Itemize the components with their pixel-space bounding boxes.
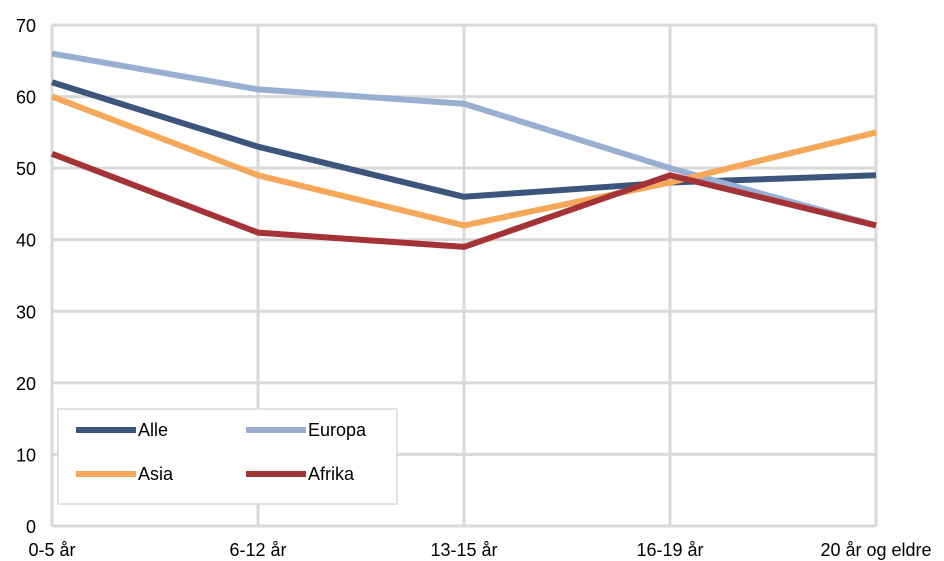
y-tick-label: 50 bbox=[16, 159, 36, 179]
y-tick-label: 60 bbox=[16, 88, 36, 108]
series-lines bbox=[50, 50, 877, 250]
x-axis-tick-labels: 0-5 år 6-12 år 13-15 år 16-19 år 20 år og el… bbox=[28, 540, 931, 560]
y-tick-label: 70 bbox=[16, 16, 36, 36]
legend-label: Alle bbox=[138, 420, 168, 440]
x-tick-label: 6-12 år bbox=[229, 540, 286, 560]
y-axis-tick-labels: 0 10 20 30 40 50 60 70 bbox=[16, 16, 36, 537]
y-tick-label: 10 bbox=[16, 445, 36, 465]
x-tick-label: 20 år og eldre bbox=[820, 540, 931, 560]
y-tick-label: 40 bbox=[16, 231, 36, 251]
y-tick-label: 30 bbox=[16, 302, 36, 322]
y-tick-label: 20 bbox=[16, 374, 36, 394]
legend-item-asia: Asia bbox=[76, 464, 174, 484]
legend-item-alle: Alle bbox=[76, 420, 168, 440]
series-line-europa bbox=[51, 50, 877, 229]
legend-label: Afrika bbox=[308, 464, 355, 484]
x-tick-label: 13-15 år bbox=[430, 540, 497, 560]
legend: Alle Europa Asia Afrika bbox=[57, 408, 398, 505]
series-line-alle bbox=[51, 79, 877, 200]
series-line-afrika bbox=[50, 150, 877, 250]
y-tick-label: 0 bbox=[26, 517, 36, 537]
series-line-asia bbox=[50, 93, 877, 229]
legend-label: Europa bbox=[308, 420, 367, 440]
legend-item-europa: Europa bbox=[246, 420, 367, 440]
x-tick-label: 0-5 år bbox=[28, 540, 75, 560]
legend-box bbox=[57, 408, 398, 505]
x-tick-label: 16-19 år bbox=[636, 540, 703, 560]
legend-item-afrika: Afrika bbox=[246, 464, 355, 484]
legend-label: Asia bbox=[138, 464, 174, 484]
